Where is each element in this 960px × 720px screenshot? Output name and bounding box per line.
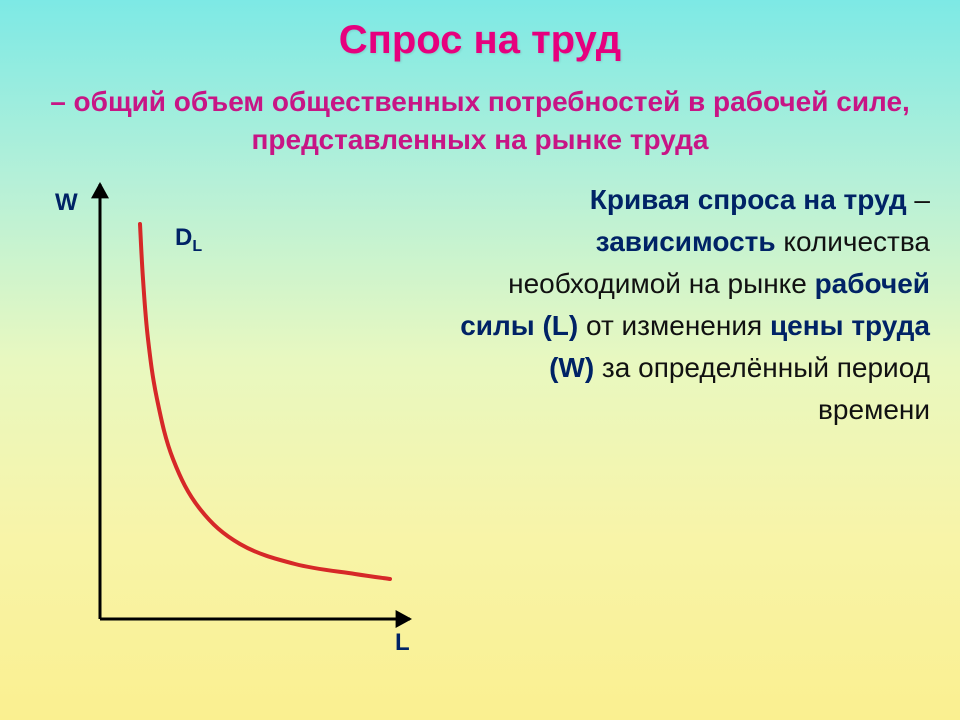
desc-p2: – <box>907 184 930 215</box>
description-block: Кривая спроса на труд – зависимость коли… <box>430 179 930 431</box>
desc-p1: Кривая спроса на труд <box>590 184 907 215</box>
desc-p6: от изменения <box>578 310 770 341</box>
content-area: W L DL Кривая спроса на труд – зависимос… <box>0 159 960 669</box>
chart-svg <box>45 169 425 659</box>
slide-subtitle: – общий объем общественных потребностей … <box>0 63 960 159</box>
curve-label-main: D <box>175 224 192 251</box>
desc-p8: за определённый период времени <box>594 352 930 425</box>
curve-label: DL <box>175 224 202 256</box>
x-axis-label: L <box>395 629 410 657</box>
subtitle-text: общий объем общественных потребностей в … <box>74 86 910 155</box>
curve-label-sub: L <box>192 237 202 254</box>
slide-title: Спрос на труд <box>0 0 960 63</box>
demand-chart: W L DL <box>45 169 425 659</box>
y-axis-label: W <box>55 189 78 217</box>
desc-p3: зависимость <box>596 226 776 257</box>
subtitle-dash: – <box>50 86 73 117</box>
